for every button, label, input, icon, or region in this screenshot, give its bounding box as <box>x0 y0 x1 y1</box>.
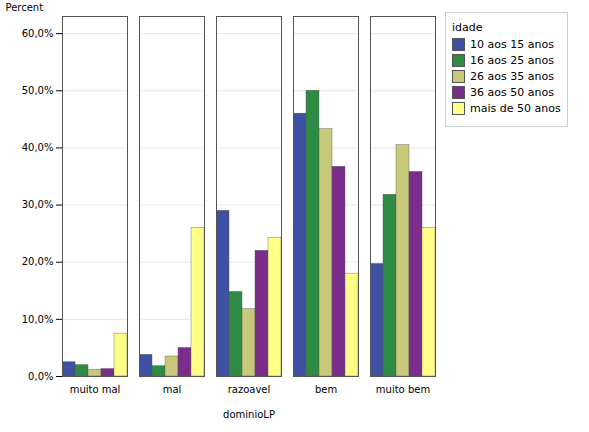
svg-text:20,0%: 20,0% <box>22 256 54 267</box>
svg-text:muito mal: muito mal <box>70 384 121 395</box>
svg-text:dominioLP: dominioLP <box>223 409 275 420</box>
svg-text:40,0%: 40,0% <box>22 142 54 153</box>
svg-text:Percent: Percent <box>6 2 44 13</box>
svg-text:60,0%: 60,0% <box>22 28 54 39</box>
html-text:36 aos 50 anos: 36 aos 50 anos <box>470 86 554 99</box>
svg-text:bem: bem <box>315 384 337 395</box>
svg-text:muito bem: muito bem <box>376 384 430 395</box>
svg-text:mal: mal <box>163 384 182 395</box>
svg-text:30,0%: 30,0% <box>22 199 54 210</box>
html-text:mais de 50 anos: mais de 50 anos <box>470 102 561 115</box>
html-text:16 aos 25 anos: 16 aos 25 anos <box>470 54 554 67</box>
html-text:26 aos 35 anos: 26 aos 35 anos <box>470 70 554 83</box>
svg-text:50,0%: 50,0% <box>22 85 54 96</box>
html-text:10 aos 15 anos: 10 aos 15 anos <box>470 38 554 51</box>
svg-text:razoavel: razoavel <box>228 384 271 395</box>
svg-text:10,0%: 10,0% <box>22 314 54 325</box>
html-text:idade: idade <box>452 21 483 34</box>
svg-text:0,0%: 0,0% <box>28 371 53 382</box>
